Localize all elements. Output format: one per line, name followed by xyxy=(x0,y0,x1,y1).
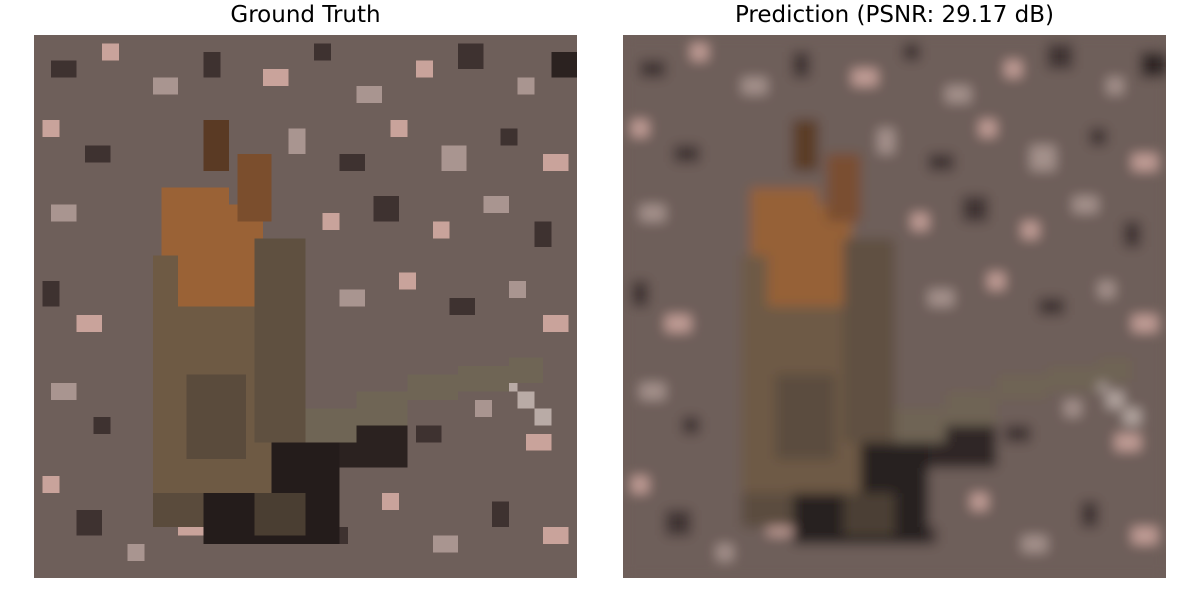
ground-truth-image xyxy=(34,35,577,578)
prediction-title: Prediction (PSNR: 29.17 dB) xyxy=(734,2,1055,28)
ground-truth-title: Ground Truth xyxy=(230,2,381,28)
prediction-image xyxy=(623,35,1166,578)
